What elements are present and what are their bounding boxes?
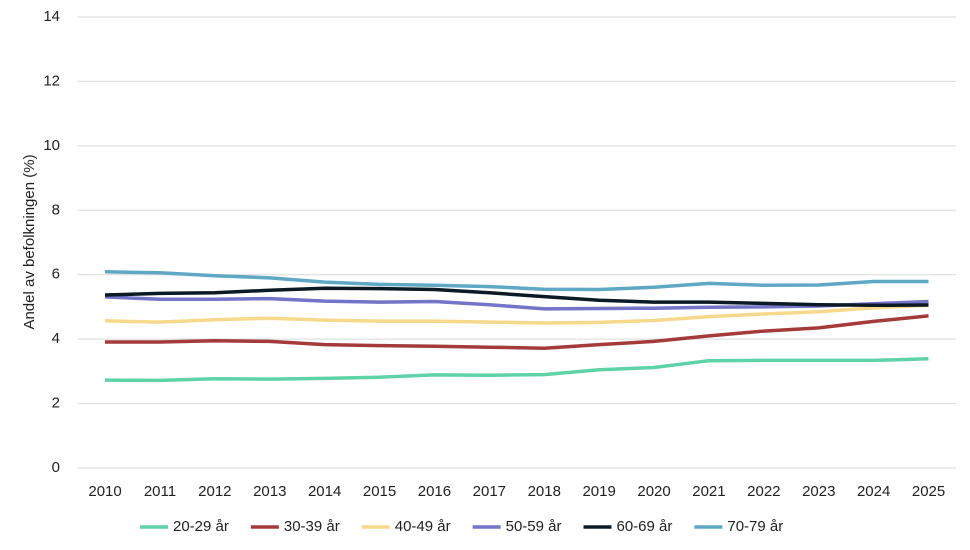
x-tick-label: 2022 xyxy=(747,483,780,500)
y-tick-label: 10 xyxy=(43,137,60,154)
series-line xyxy=(104,270,929,292)
x-tick-label: 2013 xyxy=(253,483,286,500)
y-tick-label: 6 xyxy=(52,266,60,283)
y-axis-label: Andel av befolkningen (%) xyxy=(21,154,38,329)
y-tick-label: 0 xyxy=(52,459,60,476)
series-line xyxy=(104,286,929,308)
legend-label: 50-59 år xyxy=(506,518,562,535)
x-tick-label: 2017 xyxy=(473,483,506,500)
y-tick-label: 14 xyxy=(43,8,60,25)
series-line xyxy=(104,357,929,383)
x-tick-label: 2020 xyxy=(637,483,670,500)
x-tick-label: 2023 xyxy=(802,483,835,500)
x-tick-label: 2010 xyxy=(88,483,121,500)
x-tick-label: 2018 xyxy=(528,483,561,500)
x-tick-label: 2012 xyxy=(198,483,231,500)
x-tick-label: 2025 xyxy=(912,483,945,500)
x-tick-label: 2024 xyxy=(857,483,890,500)
legend-label: 70-79 år xyxy=(727,518,783,535)
x-tick-label: 2015 xyxy=(363,483,396,500)
x-tick-label: 2011 xyxy=(144,483,176,500)
y-tick-label: 4 xyxy=(52,330,60,347)
y-tick-label: 8 xyxy=(52,201,60,218)
x-tick-label: 2021 xyxy=(692,483,725,500)
series-line xyxy=(104,295,929,311)
series-line xyxy=(104,303,929,325)
x-tick-label: 2019 xyxy=(582,483,615,500)
x-tick-label: 2014 xyxy=(308,483,341,500)
legend-label: 60-69 år xyxy=(617,518,673,535)
series-line xyxy=(105,314,929,350)
y-tick-label: 12 xyxy=(43,72,60,89)
y-tick-label: 2 xyxy=(52,395,60,412)
legend-label: 30-39 år xyxy=(284,518,340,535)
legend-label: 20-29 år xyxy=(173,518,229,535)
x-tick-label: 2016 xyxy=(418,483,451,500)
legend-label: 40-49 år xyxy=(395,518,451,535)
